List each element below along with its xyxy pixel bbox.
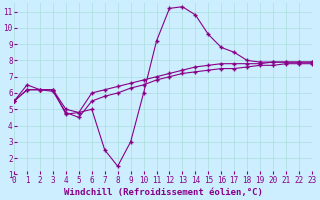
X-axis label: Windchill (Refroidissement éolien,°C): Windchill (Refroidissement éolien,°C) bbox=[64, 188, 262, 197]
